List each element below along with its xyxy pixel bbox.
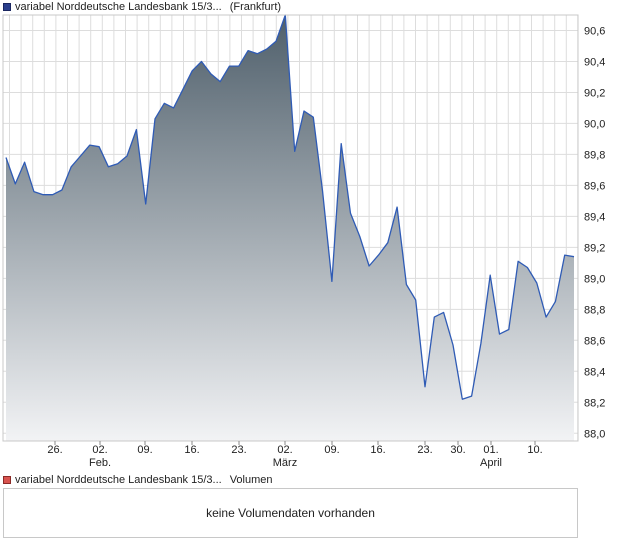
- volume-legend-label: Volumen: [229, 474, 273, 486]
- x-tick-month: März: [273, 457, 297, 469]
- y-tick-label: 88,2: [584, 397, 605, 409]
- y-tick-label: 89,8: [584, 149, 605, 161]
- x-tick-day: 23.: [417, 444, 432, 456]
- x-tick-month: Feb.: [89, 457, 111, 469]
- y-tick-label: 90,4: [584, 56, 605, 68]
- x-tick-day: 23.: [231, 444, 246, 456]
- x-tick-day: 16.: [184, 444, 199, 456]
- x-tick-day: 09.: [137, 444, 152, 456]
- price-chart: 90,6 90,4 90,2 90,0 89,8 89,6 89,4 89,2 89,0 88,8…: [2, 14, 605, 469]
- volume-empty-message: keine Volumendaten vorhanden: [206, 506, 375, 520]
- price-legend-swatch: [3, 3, 11, 11]
- x-tick-day: 01.: [483, 444, 498, 456]
- y-tick-label: 89,2: [584, 242, 605, 254]
- y-tick-label: 88,0: [584, 428, 605, 440]
- plot-border: [2, 14, 579, 442]
- price-legend-exchange: (Frankfurt): [229, 1, 282, 13]
- volume-legend-swatch: [3, 476, 11, 484]
- x-tick-day: 30.: [450, 444, 465, 456]
- y-tick-label: 88,4: [584, 366, 605, 378]
- volume-legend-name: variabel Norddeutsche Landesbank 15/3...: [15, 474, 222, 486]
- y-tick-label: 88,8: [584, 304, 605, 316]
- price-legend: variabel Norddeutsche Landesbank 15/3...…: [3, 0, 281, 14]
- y-axis: 90,6 90,4 90,2 90,0 89,8 89,6 89,4 89,2 89,0 88,8…: [584, 25, 605, 440]
- x-tick-day: 09.: [324, 444, 339, 456]
- x-tick-day: 10.: [527, 444, 542, 456]
- y-tick-label: 90,2: [584, 87, 605, 99]
- y-tick-label: 90,6: [584, 25, 605, 37]
- x-tick-day: 26.: [47, 444, 62, 456]
- y-tick-label: 89,4: [584, 211, 605, 223]
- y-tick-label: 90,0: [584, 118, 605, 130]
- y-tick-label: 89,0: [584, 273, 605, 285]
- price-legend-name: variabel Norddeutsche Landesbank 15/3...: [15, 1, 222, 13]
- volume-legend: variabel Norddeutsche Landesbank 15/3...…: [3, 473, 273, 487]
- volume-panel: keine Volumendaten vorhanden: [3, 488, 578, 538]
- price-line: [5, 14, 575, 400]
- x-tick-month: April: [480, 457, 502, 469]
- x-tick-day: 02.: [277, 444, 292, 456]
- x-tick-day: 16.: [370, 444, 385, 456]
- y-tick-label: 88,6: [584, 335, 605, 347]
- x-tick-day: 02.: [92, 444, 107, 456]
- y-tick-label: 89,6: [584, 180, 605, 192]
